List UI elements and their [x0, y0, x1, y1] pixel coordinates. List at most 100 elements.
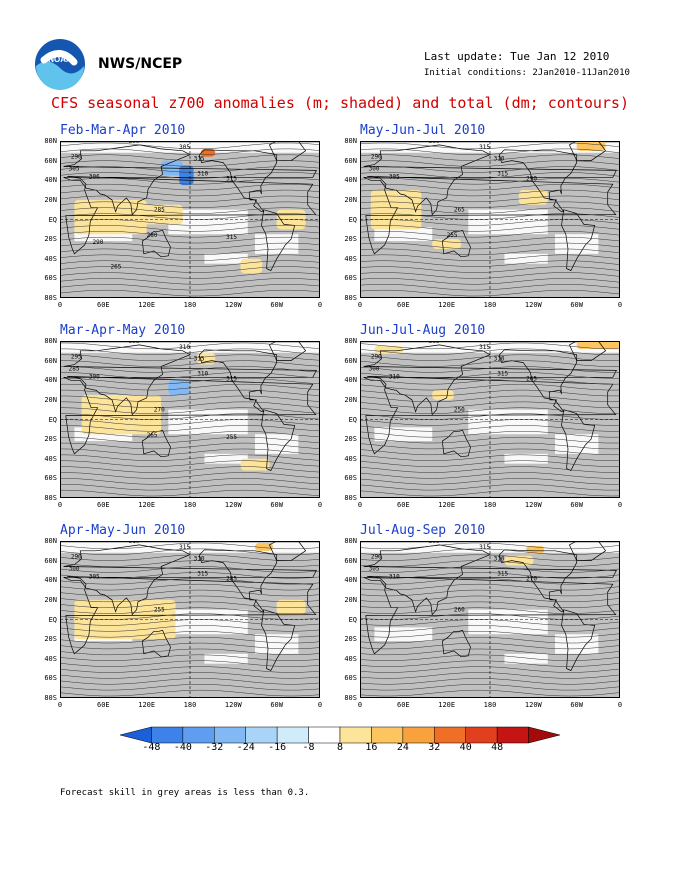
anomaly-map-mjj: 290 300 305 300 315 310 315 290 265 255 — [360, 141, 620, 298]
lat-label: 60N — [44, 556, 57, 565]
lon-label: 0 — [357, 501, 363, 509]
lon-label: 0 — [57, 301, 63, 309]
contour-label: 306 — [89, 173, 100, 180]
anomaly-map-mam: 295 285 300 305 310 315 310 315 270 265 255 — [60, 341, 320, 498]
lon-label: 60W — [570, 701, 583, 709]
lat-label: 60N — [344, 356, 357, 365]
lat-label: 60S — [344, 274, 357, 283]
footnote: Forecast skill in grey areas is less tha… — [60, 788, 310, 798]
lat-label: 80S — [44, 694, 57, 702]
contour-label: 315 — [179, 544, 190, 551]
contour-label: 315 — [226, 375, 237, 382]
lat-label: 40N — [44, 376, 57, 385]
contour-label: 280 — [147, 232, 158, 239]
contour-label: 290 — [371, 354, 382, 361]
contour-label: 290 — [93, 239, 104, 246]
contour-label: 290 — [526, 175, 537, 182]
lat-label: EQ — [48, 215, 57, 224]
colorbar-swatch — [402, 726, 435, 744]
contour-label: 315 — [479, 144, 490, 151]
contour-label: 315 — [497, 170, 508, 177]
contour-label: 305 — [69, 165, 80, 172]
lon-label: 0 — [357, 701, 363, 709]
contour-label: 315 — [194, 156, 205, 163]
lon-label: 60E — [397, 301, 410, 309]
contour-label: 300 — [69, 565, 80, 572]
lon-label: 120W — [524, 501, 542, 509]
lon-label: 0 — [357, 301, 363, 309]
lat-label: 40S — [344, 254, 357, 263]
contour-label: 290 — [371, 154, 382, 161]
lon-label: 0 — [617, 301, 623, 309]
colorbar-swatch — [120, 726, 152, 744]
lon-label: 120E — [138, 501, 156, 509]
lat-label: 80N — [344, 337, 357, 345]
anomaly-map-jja: 290 300 310 305 315 310 315 265 250 — [360, 341, 620, 498]
contour-label: 300 — [129, 141, 140, 145]
org-name: NWS/NCEP — [98, 56, 183, 72]
lon-label: 0 — [617, 701, 623, 709]
colorbar-swatch — [465, 726, 498, 744]
contour-label: 315 — [197, 570, 208, 577]
lat-label: 60N — [44, 356, 57, 365]
colorbar-label: -24 — [236, 742, 255, 753]
lat-label: 20N — [44, 195, 57, 204]
contour-label: 310 — [494, 156, 505, 163]
contour-label: 310 — [494, 556, 505, 563]
colorbar-swatch — [308, 726, 341, 744]
lat-label: 80S — [344, 294, 357, 302]
lon-label: 120E — [138, 301, 156, 309]
colorbar-label: -16 — [268, 742, 287, 753]
colorbar-swatch — [182, 726, 215, 744]
lat-label: 60N — [44, 156, 57, 165]
contour-label: 305 — [389, 173, 400, 180]
colorbar-label: 8 — [336, 742, 344, 753]
colorbar-swatch — [434, 726, 466, 744]
lon-label: 180 — [483, 301, 497, 309]
panel-title-mjj: May-Jun-Jul 2010 — [360, 123, 486, 138]
lon-label: 120E — [438, 301, 456, 309]
colorbar-label: 40 — [459, 742, 472, 753]
contour-label: 270 — [526, 575, 537, 582]
lon-label: 0 — [617, 501, 623, 509]
lon-label: 0 — [57, 701, 63, 709]
contour-label: 310 — [389, 373, 400, 380]
panel-title-fma: Feb-Mar-Apr 2010 — [60, 123, 186, 138]
lat-label: 40N — [44, 576, 57, 585]
colorbar-label: -48 — [142, 742, 161, 753]
lat-label: 40N — [44, 176, 57, 185]
contour-label: 305 — [429, 341, 440, 345]
lon-label: 0 — [317, 501, 323, 509]
lat-label: 40N — [344, 176, 357, 185]
anomaly-map-jas: 290 305 310 300 315 310 315 270 260 — [360, 541, 620, 698]
lat-label: 60S — [344, 474, 357, 483]
lat-label: 60S — [44, 674, 57, 683]
contour-label: 255 — [154, 607, 165, 614]
colorbar-label: -8 — [302, 742, 315, 753]
contour-label: 315 — [497, 570, 508, 577]
lon-label: 60W — [570, 501, 583, 509]
contour-label: 315 — [497, 370, 508, 377]
contour-label: 315 — [226, 175, 237, 182]
lon-label: 180 — [183, 301, 197, 309]
noaa-logo-icon: NOAA — [35, 39, 85, 90]
colorbar-swatch — [496, 726, 529, 744]
lat-label: 80N — [44, 537, 57, 545]
lat-label: 20S — [344, 635, 357, 644]
colorbar-label: 32 — [428, 742, 441, 753]
lat-label: 80N — [344, 537, 357, 545]
lat-label: 20S — [344, 235, 357, 244]
contour-label: 270 — [154, 407, 165, 414]
panel-title-jja: Jun-Jul-Aug 2010 — [360, 323, 486, 338]
contour-label: 285 — [226, 575, 237, 582]
contour-label: 285 — [69, 365, 80, 372]
colorbar-label: -32 — [205, 742, 224, 753]
contour-label: 255 — [447, 232, 458, 239]
contour-label: 300 — [429, 541, 440, 545]
anomaly-colorbar — [120, 726, 560, 744]
anomaly-map-fma: 290 305 306 300 305 315 310 315 285 280 315 290 265 — [60, 141, 320, 298]
lat-label: 80S — [44, 294, 57, 302]
lat-label: EQ — [348, 615, 357, 624]
colorbar-swatch — [339, 726, 372, 744]
contour-label: 250 — [454, 407, 465, 414]
